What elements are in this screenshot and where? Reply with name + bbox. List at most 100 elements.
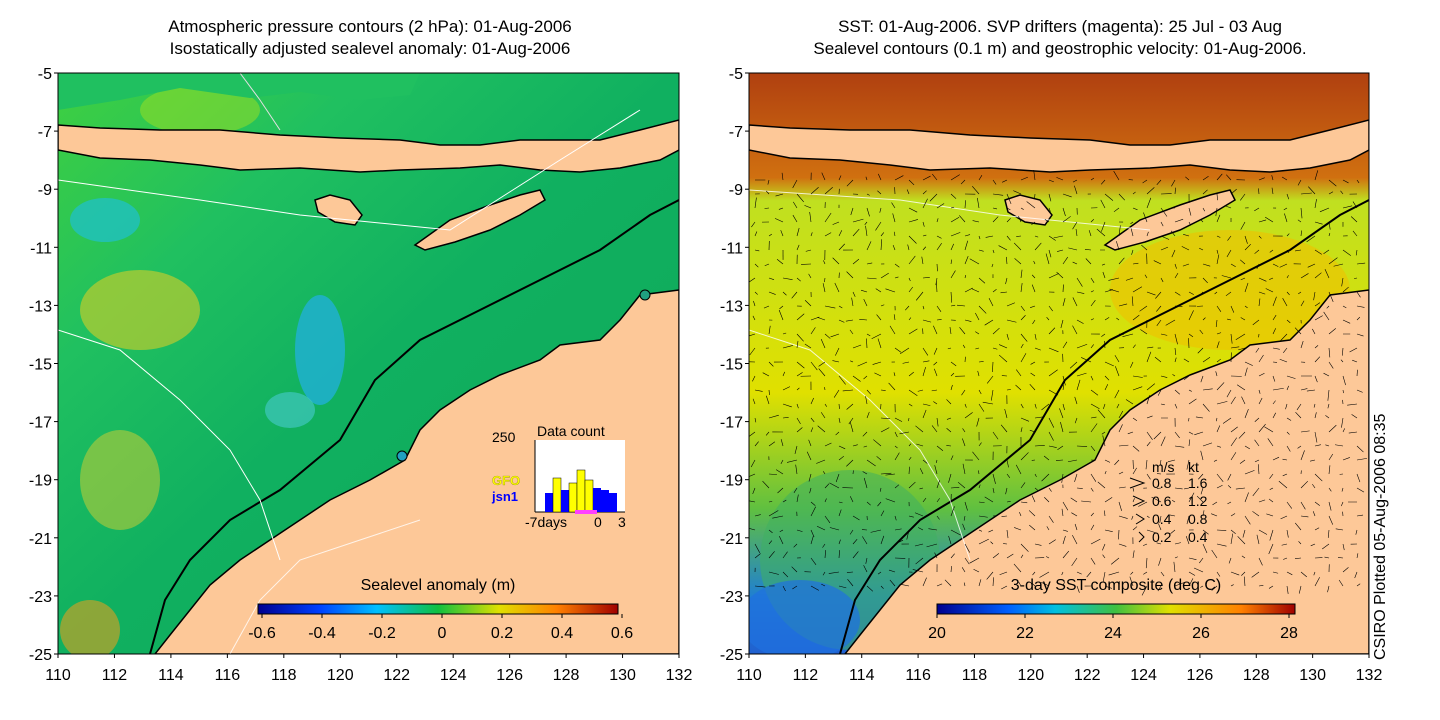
velocity-arrow <box>846 571 854 573</box>
velocity-arrow <box>1200 450 1204 461</box>
velocity-arrow <box>1300 230 1302 237</box>
velocity-arrow <box>1031 284 1036 293</box>
velocity-arrow <box>1286 445 1291 452</box>
right-lon-tick-label: 116 <box>905 667 931 684</box>
right-lon-tick-label: 118 <box>962 667 988 684</box>
velocity-arrow <box>824 186 833 195</box>
velocity-arrow <box>950 193 957 199</box>
velocity-arrow <box>749 431 756 437</box>
velocity-arrow <box>1214 291 1218 295</box>
right-lesser-sunda-islands <box>749 119 1369 173</box>
velocity-arrow <box>1216 173 1223 181</box>
velocity-arrow <box>1333 263 1344 267</box>
velocity-arrow <box>936 319 942 321</box>
velocity-arrow <box>944 579 952 587</box>
velocity-arrow <box>804 343 812 349</box>
velocity-arrow <box>892 244 896 251</box>
velocity-arrow <box>1282 298 1288 307</box>
velocity-arrow <box>880 427 890 433</box>
velocity-arrow <box>1108 571 1120 576</box>
velocity-arrow <box>1342 205 1353 209</box>
velocity-arrow <box>908 371 914 377</box>
velocity-arrow <box>1244 515 1251 525</box>
velocity-arrow <box>1230 188 1237 195</box>
velocity-arrow <box>754 553 761 559</box>
velocity-arrow <box>922 409 927 419</box>
velocity-arrow <box>824 515 831 524</box>
velocity-arrow <box>1090 177 1095 181</box>
velocity-arrow <box>1156 542 1162 545</box>
left-low-anomaly-blob <box>265 392 315 428</box>
velocity-arrow <box>1143 212 1148 223</box>
velocity-arrow <box>880 472 892 475</box>
velocity-arrow <box>1225 291 1232 297</box>
velocity-legend-header-ms: m/s <box>1152 459 1175 475</box>
velocity-arrow <box>1061 473 1064 483</box>
velocity-arrow <box>1013 190 1022 195</box>
velocity-arrow <box>1074 473 1078 482</box>
velocity-arrow <box>1244 282 1249 293</box>
velocity-arrow <box>1016 235 1022 237</box>
velocity-arrow <box>1048 445 1057 448</box>
velocity-arrow <box>992 431 999 440</box>
velocity-arrow <box>1252 319 1260 326</box>
velocity-arrow <box>754 249 760 252</box>
velocity-arrow <box>1202 442 1213 447</box>
velocity-arrow <box>1057 249 1064 252</box>
velocity-arrow <box>1118 410 1124 419</box>
velocity-arrow <box>866 241 872 251</box>
velocity-arrow <box>768 389 770 396</box>
velocity-arrow <box>1193 567 1204 573</box>
left-high-anomaly-blob <box>60 600 120 654</box>
right-lon-tick-label: 120 <box>1017 667 1044 684</box>
velocity-arrow <box>1227 485 1232 489</box>
velocity-arrow <box>1342 286 1349 293</box>
velocity-arrow <box>1300 340 1304 349</box>
velocity-arrow <box>1281 543 1288 546</box>
velocity-arrow <box>947 347 952 350</box>
velocity-arrow <box>1286 375 1296 379</box>
velocity-arrow <box>960 179 966 185</box>
velocity-arrow <box>1314 272 1322 279</box>
velocity-arrow <box>874 372 882 377</box>
velocity-arrow <box>1160 221 1164 227</box>
velocity-arrow <box>880 239 883 251</box>
velocity-arrow <box>1076 379 1081 391</box>
velocity-arrow <box>1230 346 1240 349</box>
velocity-arrow <box>1254 249 1260 254</box>
velocity-arrow <box>1238 347 1246 351</box>
velocity-arrow <box>935 459 938 464</box>
velocity-arrow <box>1323 372 1330 377</box>
velocity-arrow <box>1076 291 1085 294</box>
velocity-arrow <box>782 386 791 391</box>
velocity-arrow <box>1282 473 1288 477</box>
velocity-arrow <box>933 325 938 335</box>
velocity-arrow <box>1202 207 1205 212</box>
velocity-arrow <box>1202 263 1211 267</box>
velocity-arrow <box>1156 487 1162 489</box>
left-lat-tick-label: -13 <box>29 298 52 315</box>
velocity-arrow <box>753 300 756 307</box>
velocity-arrow <box>838 305 843 309</box>
velocity-arrow <box>810 529 815 538</box>
velocity-arrow <box>1327 389 1330 401</box>
velocity-arrow <box>1328 515 1334 525</box>
velocity-arrow <box>1146 395 1150 405</box>
left-lat-tick-label: -11 <box>30 240 52 257</box>
velocity-arrow <box>975 312 980 321</box>
velocity-arrow <box>992 347 998 350</box>
velocity-arrow <box>1141 244 1148 251</box>
velocity-arrow <box>1272 347 1280 350</box>
velocity-legend-ms-value: 0.2 <box>1152 529 1172 545</box>
velocity-arrow <box>1118 424 1123 433</box>
left-lon-tick-label: 122 <box>383 667 410 684</box>
velocity-arrow <box>796 372 803 377</box>
velocity-arrow <box>852 218 864 223</box>
velocity-arrow <box>1072 534 1078 545</box>
velocity-arrow <box>791 566 798 573</box>
velocity-legend: m/s kt 0.8 1.6 0.6 1.2 0.4 0.8 0.2 0.4 <box>1129 459 1208 545</box>
data-count-source-gfo: GFO <box>492 473 520 488</box>
velocity-arrow <box>866 193 870 196</box>
velocity-arrow <box>1090 299 1096 307</box>
velocity-arrow <box>796 427 803 433</box>
